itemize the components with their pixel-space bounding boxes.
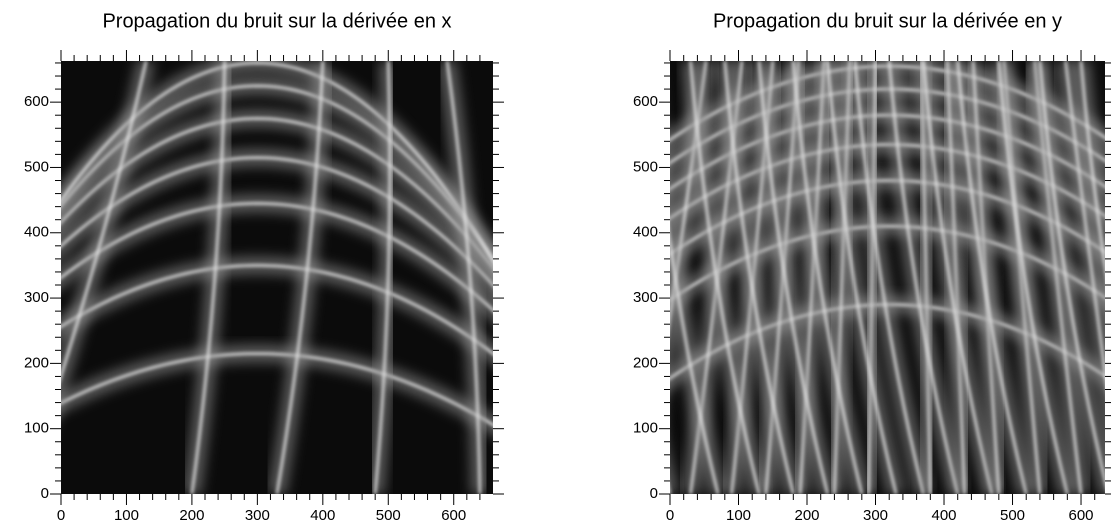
y-tick-label: 400 [633, 224, 658, 241]
heatmap-pattern [61, 61, 558, 494]
heatmap-ridge [723, 61, 795, 494]
heatmap-ridge [670, 231, 720, 494]
x-tick-label: 300 [863, 507, 888, 524]
heatmap-ridge [61, 263, 493, 356]
heatmap-glow [506, 61, 558, 494]
y-tick-label: 100 [633, 420, 658, 437]
x-tick-label: 200 [179, 507, 204, 524]
y-tick-label: 300 [633, 289, 658, 306]
x-tick-label: 400 [932, 507, 957, 524]
heatmap-ridge [791, 61, 864, 494]
y-tick-label: 600 [633, 93, 658, 110]
x-tick-label: 200 [794, 507, 819, 524]
heatmap-ridge [61, 61, 148, 381]
x-tick-label: 300 [245, 507, 270, 524]
heatmap-ridge [1079, 61, 1105, 276]
heatmap-ridge [190, 61, 227, 494]
x-tick-label: 0 [57, 507, 65, 524]
y-tick-label: 400 [24, 224, 49, 241]
y-tick-label: 0 [41, 485, 49, 502]
heatmap-ridge [373, 61, 392, 494]
x-tick-label: 100 [114, 507, 139, 524]
heatmap-pattern [670, 61, 1105, 494]
heatmap-ridge [61, 61, 493, 264]
heatmap-ridge [921, 61, 994, 494]
y-tick-label: 600 [24, 93, 49, 110]
heatmap-ridge [61, 352, 493, 427]
x-tick-label: 0 [666, 507, 674, 524]
x-tick-label: 400 [310, 507, 335, 524]
y-tick-label: 500 [24, 158, 49, 175]
x-tick-label: 100 [726, 507, 751, 524]
x-tick-label: 600 [1069, 507, 1094, 524]
chart-title: Propagation du bruit sur la dérivée en x [102, 10, 451, 32]
x-tick-label: 600 [441, 507, 466, 524]
y-tick-label: 0 [650, 485, 658, 502]
heatmap-ridge [853, 61, 925, 494]
heatmap-ridge [832, 61, 852, 494]
heatmap-ridge [867, 61, 878, 494]
heatmap-ridge [506, 61, 558, 494]
y-tick-label: 100 [24, 420, 49, 437]
heatmap-ridge [445, 61, 482, 494]
y-tick-label: 300 [24, 289, 49, 306]
heatmap-ridge [275, 61, 325, 494]
heatmap-ridge [1064, 61, 1105, 383]
y-tick-label: 500 [633, 158, 658, 175]
chart-panel: Propagation du bruit sur la dérivée en y… [633, 10, 1111, 524]
heatmap-ridge [689, 61, 761, 494]
heatmap-ridge [757, 61, 830, 494]
y-tick-label: 200 [24, 354, 49, 371]
heatmap-ridge [956, 61, 1028, 494]
heatmap-ridge [997, 61, 1069, 494]
x-tick-label: 500 [1000, 507, 1025, 524]
heatmap-ridge [61, 201, 493, 313]
chart-panel: Propagation du bruit sur la dérivée en x… [24, 10, 558, 524]
x-tick-label: 500 [376, 507, 401, 524]
heatmap-ridge [826, 61, 898, 494]
chart-title: Propagation du bruit sur la dérivée en y [713, 10, 1062, 32]
heatmap-ridge [1038, 61, 1105, 487]
y-tick-label: 200 [633, 354, 658, 371]
heatmap-ridge [887, 61, 960, 494]
